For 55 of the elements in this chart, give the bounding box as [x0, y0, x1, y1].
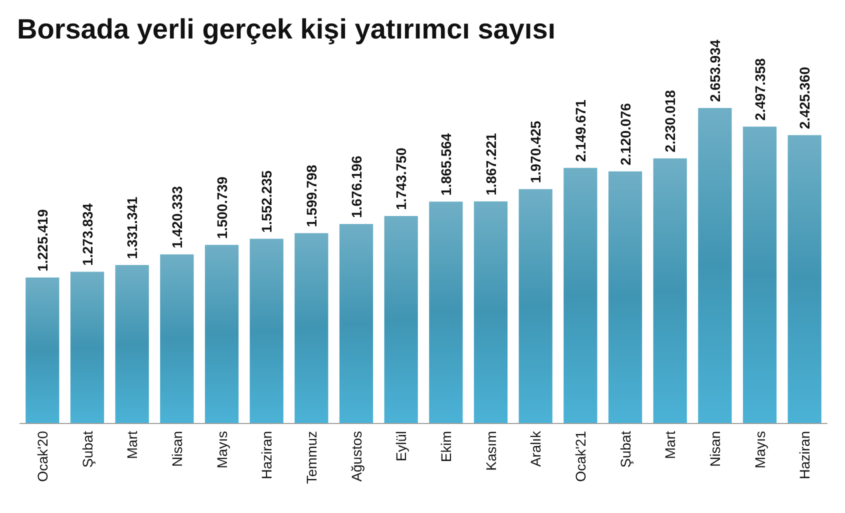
data-label: 1.867.221	[482, 132, 499, 196]
bar	[204, 244, 239, 423]
x-tick-label: Ocak'20	[34, 430, 50, 482]
bar	[608, 171, 642, 423]
x-tick-label: Ocak'21	[572, 430, 588, 482]
bar	[339, 224, 374, 423]
data-label: 1.500.739	[214, 176, 230, 239]
bar	[474, 201, 508, 423]
data-label: 1.970.425	[528, 120, 544, 184]
x-tick-label: Kasım	[482, 431, 499, 471]
x-tick-label: Mart	[662, 430, 678, 459]
x-tick-label: Temmuz	[303, 431, 320, 484]
bar	[788, 135, 822, 423]
x-tick-label: Nisan	[706, 431, 723, 467]
data-label: 1.552.235	[258, 170, 275, 233]
data-label: 2.120.076	[617, 102, 634, 166]
x-tick-label: Eylül	[393, 431, 410, 462]
bar	[115, 264, 149, 423]
x-tick-label: Mart	[124, 430, 140, 459]
data-label: 1.865.564	[438, 133, 454, 196]
x-tick-label: Haziran	[258, 431, 275, 480]
data-label: 2.425.360	[796, 66, 813, 130]
data-label: 1.599.798	[303, 164, 320, 228]
x-tick-label: Şubat	[79, 430, 96, 468]
bar	[26, 278, 60, 423]
data-label: 1.743.750	[393, 148, 410, 210]
bar	[160, 254, 194, 423]
x-tick-label: Aralık	[528, 430, 544, 467]
data-label: 2.653.934	[706, 40, 723, 102]
x-tick-label: Mayıs	[214, 431, 230, 468]
bar	[250, 238, 284, 423]
data-label: 2.149.671	[572, 99, 588, 162]
x-tick-label: Ekim	[438, 431, 454, 462]
bar	[564, 168, 598, 423]
bar	[518, 189, 552, 423]
bar	[294, 233, 328, 423]
x-tick-label: Mayıs	[752, 431, 768, 468]
data-label: 2.230.018	[662, 90, 678, 152]
x-tick-label: Şubat	[617, 430, 634, 468]
data-label: 1.420.333	[168, 186, 185, 248]
data-label: 1.676.196	[348, 156, 364, 218]
x-tick-label: Haziran	[796, 431, 813, 480]
chart-title: Borsada yerli gerçek kişi yatırımcı sayısı	[17, 14, 556, 44]
bar	[698, 108, 732, 423]
bar	[429, 202, 463, 423]
bar	[742, 126, 777, 423]
bar	[653, 158, 687, 423]
bar	[384, 216, 418, 423]
data-label: 2.497.358	[752, 58, 768, 121]
data-label: 1.331.341	[124, 196, 140, 259]
x-tick-label: Nisan	[168, 431, 185, 467]
data-label: 1.225.419	[34, 209, 50, 272]
x-tick-label: Ağustos	[348, 431, 364, 482]
bar	[70, 272, 104, 423]
data-label: 1.273.834	[79, 203, 96, 266]
